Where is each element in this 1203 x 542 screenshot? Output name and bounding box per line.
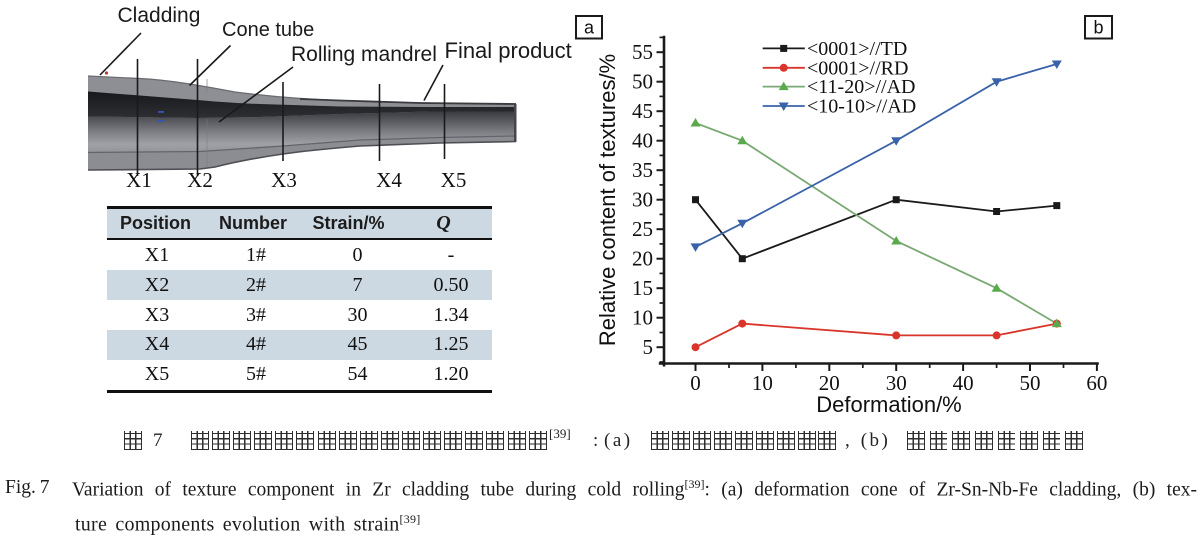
svg-text:X5: X5 — [441, 168, 467, 192]
svg-text:Relative content of textures/%: Relative content of textures/% — [595, 54, 620, 346]
svg-text:0: 0 — [690, 371, 701, 395]
svg-text:40: 40 — [953, 371, 974, 395]
svg-text:10: 10 — [632, 306, 653, 330]
svg-text:20: 20 — [819, 371, 840, 395]
svg-text:<10-10>//AD: <10-10>//AD — [807, 96, 916, 118]
svg-text:Deformation/%: Deformation/% — [816, 392, 962, 417]
svg-text:30: 30 — [632, 188, 653, 212]
svg-text:60: 60 — [1086, 371, 1107, 395]
svg-text:Final product: Final product — [445, 38, 572, 63]
svg-text:25: 25 — [632, 217, 653, 241]
svg-text:20: 20 — [632, 247, 653, 271]
svg-text:b: b — [1093, 18, 1103, 38]
svg-text:45: 45 — [632, 99, 653, 123]
svg-text:X2: X2 — [187, 168, 213, 192]
svg-text:35: 35 — [632, 158, 653, 182]
svg-text:<11-20>//AD: <11-20>//AD — [807, 76, 915, 98]
svg-text:X4: X4 — [376, 168, 402, 192]
svg-text:5: 5 — [643, 335, 654, 359]
svg-text:a: a — [584, 18, 595, 38]
svg-text:Cone tube: Cone tube — [222, 19, 314, 41]
svg-text:<0001>//TD: <0001>//TD — [807, 38, 907, 60]
svg-text:X3: X3 — [271, 168, 297, 192]
svg-text:Rolling mandrel: Rolling mandrel — [291, 43, 437, 66]
svg-text:10: 10 — [752, 371, 773, 395]
svg-text:40: 40 — [632, 129, 653, 153]
svg-text:55: 55 — [632, 40, 653, 64]
svg-text:Cladding: Cladding — [118, 4, 201, 27]
svg-text:<0001>//RD: <0001>//RD — [807, 57, 908, 79]
svg-text:15: 15 — [632, 276, 653, 300]
svg-text:50: 50 — [632, 70, 653, 94]
svg-text:30: 30 — [886, 371, 907, 395]
svg-text:X1: X1 — [126, 168, 152, 192]
svg-text:50: 50 — [1020, 371, 1041, 395]
